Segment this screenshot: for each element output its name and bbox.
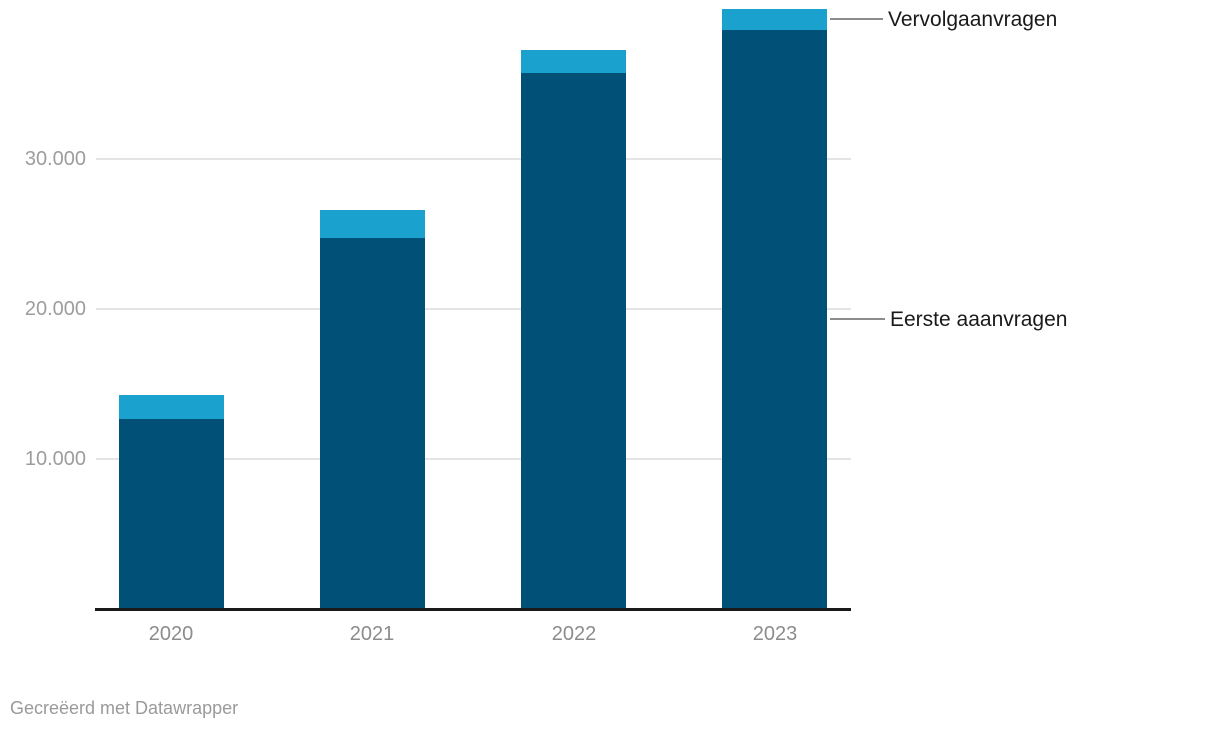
y-tick-label-20000: 20.000 [24,298,86,320]
bar-2023-vervolgaanvragen[interactable] [722,9,827,30]
bar-2020-eerste-aaanvragen[interactable] [119,419,224,609]
x-axis-line [95,608,851,611]
x-tick-label-2022: 2022 [551,623,597,645]
x-tick-label-2020: 2020 [148,623,194,645]
gridline-20000 [96,308,851,310]
datawrapper-attribution[interactable]: Gecreëerd met Datawrapper [10,698,239,718]
bar-2022-eerste-aaanvragen[interactable] [521,73,626,609]
y-tick-label-30000: 30.000 [24,148,86,170]
legend-label-vervolgaanvragen: Vervolgaanvragen [888,8,1058,31]
legend-label-eerste-aanvragen: Eerste aaanvragen [890,308,1068,331]
bar-2022-vervolgaanvragen[interactable] [521,50,626,73]
x-tick-label-2021: 2021 [349,623,395,645]
x-tick-label-2023: 2023 [752,623,798,645]
bar-2021-vervolgaanvragen[interactable] [320,210,425,238]
gridline-30000 [96,158,851,160]
gridline-10000 [96,458,851,460]
bar-2020-vervolgaanvragen[interactable] [119,395,224,419]
legend-connector-eerste-aanvragen [830,318,885,320]
bar-2021-eerste-aaanvragen[interactable] [320,238,425,609]
y-tick-label-10000: 10.000 [24,448,86,470]
bar-2023-eerste-aaanvragen[interactable] [722,30,827,609]
legend-connector-vervolgaanvragen [830,18,883,20]
